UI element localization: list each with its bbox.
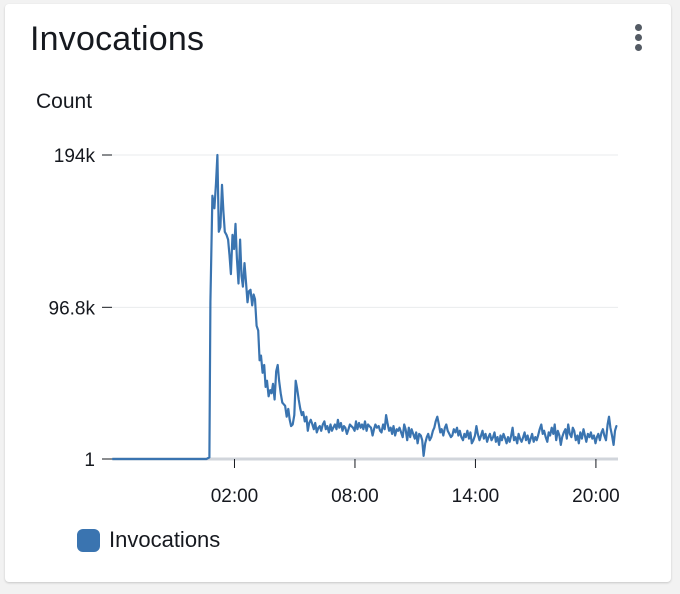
y-tick-label: 194k [54,146,96,167]
x-tick-label: 02:00 [211,486,259,507]
widget-title: Invocations [30,20,205,58]
series-layer [111,153,618,461]
legend-swatch [77,528,100,552]
series-line-invocations[interactable] [111,153,618,461]
invocations-widget: Invocations [5,4,671,582]
grid-layer [112,154,618,461]
legend-label: Invocations [109,527,221,552]
y-tick-label: 96.8k [49,298,96,319]
y-tick-label: 1 [84,450,95,471]
x-tick-label: 08:00 [331,486,379,507]
y-axis-label: Count [36,90,92,113]
legend-item-invocations[interactable]: Invocations [77,527,220,553]
x-ticks: 02:00 08:00 14:00 20:00 [211,459,620,507]
y-ticks: 194k 96.8k 1 [49,146,112,471]
x-tick-label: 14:00 [452,486,500,507]
x-tick-label: 20:00 [572,486,620,507]
more-vertical-icon[interactable] [633,24,645,52]
